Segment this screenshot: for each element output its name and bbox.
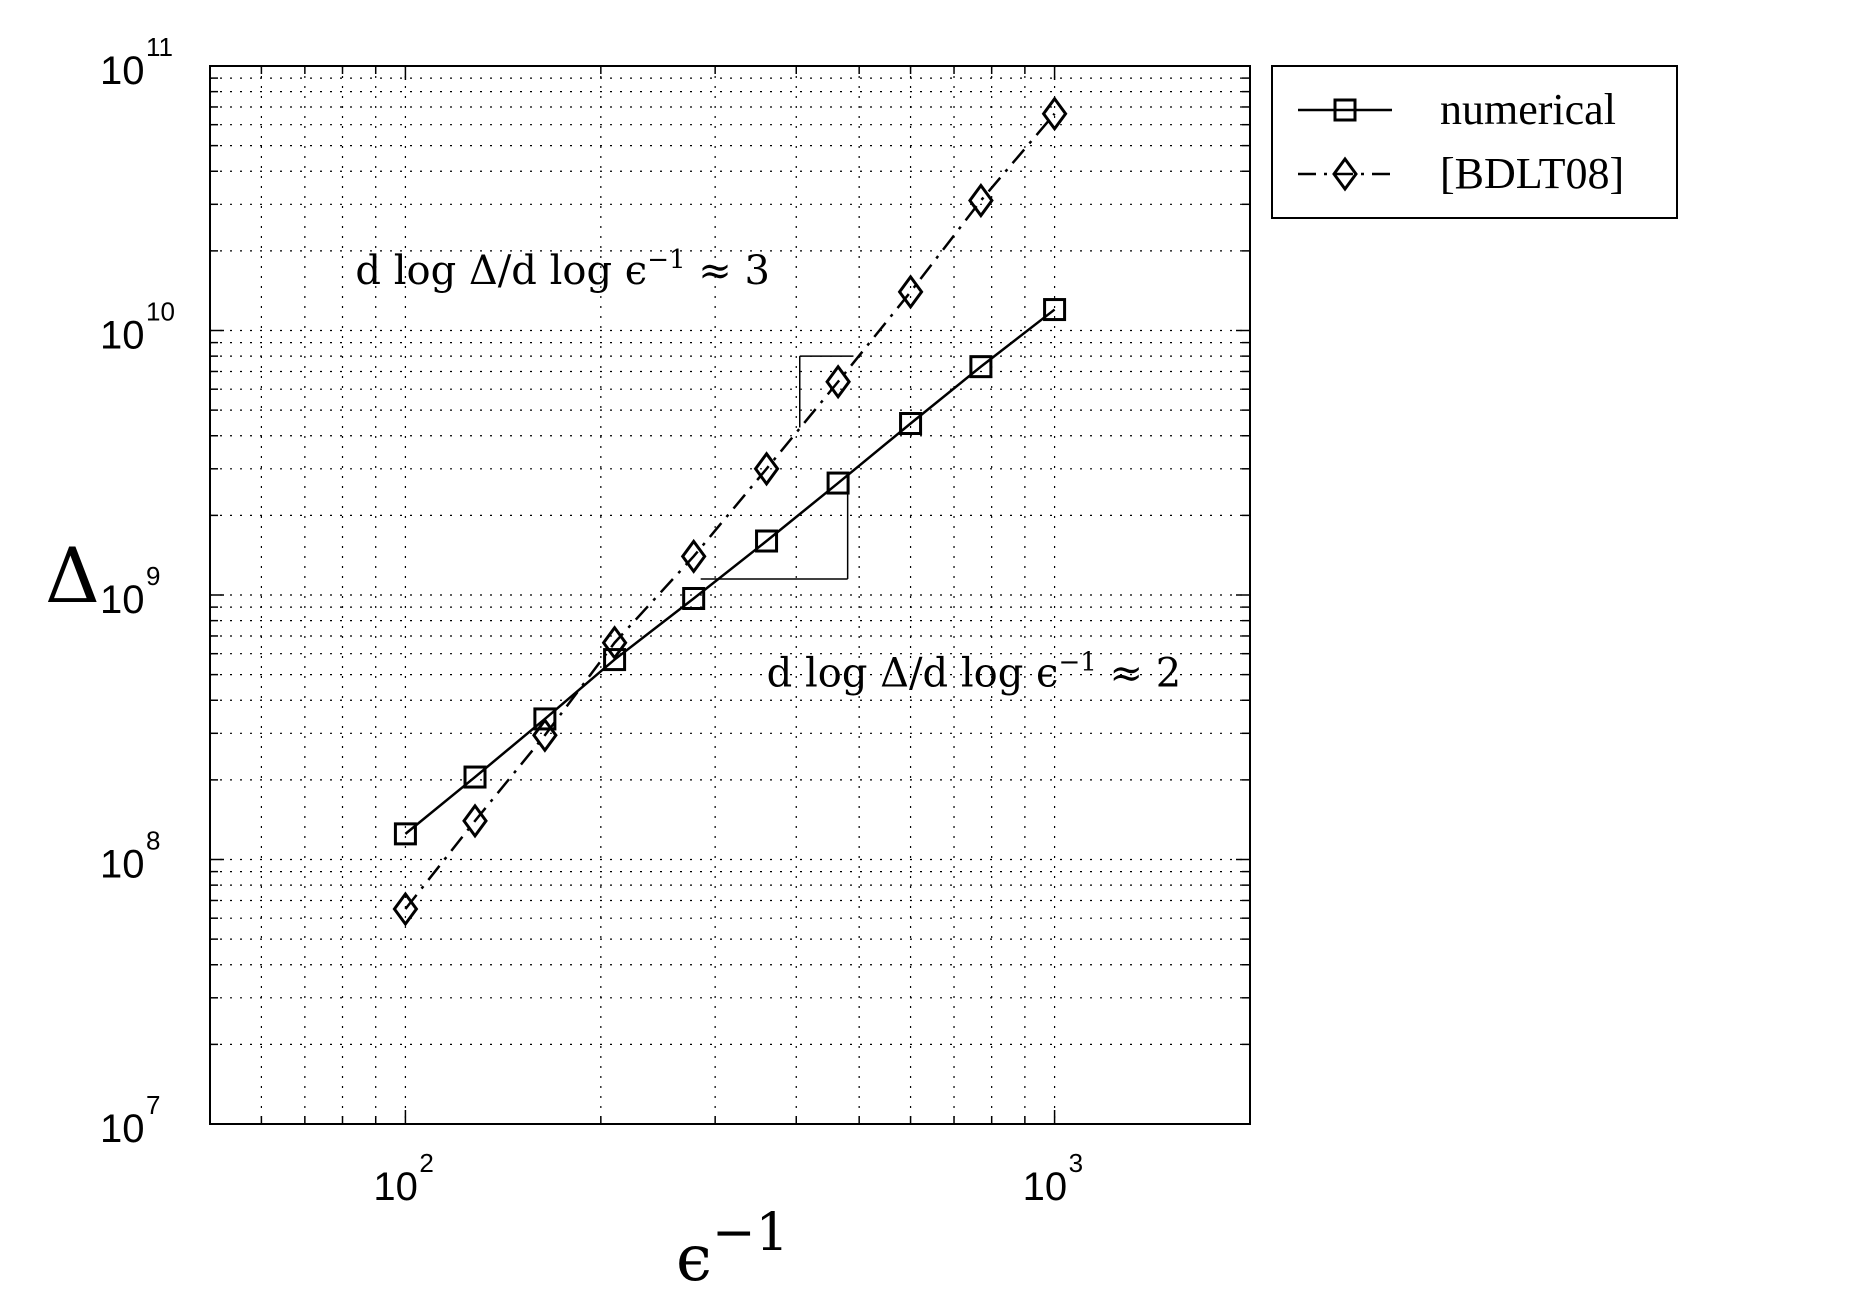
y-tick-label-exponent: 9 (146, 561, 160, 591)
y-tick-label: 10 (100, 843, 145, 887)
x-tick-label: 10 (373, 1165, 418, 1209)
data-point (897, 274, 924, 310)
data-point (532, 717, 558, 753)
data-point (392, 891, 419, 927)
data-point (533, 707, 557, 731)
data-point (680, 538, 707, 574)
series-numerical (393, 298, 1067, 846)
legend-swatch-marker (1333, 98, 1357, 122)
legend-label: [BDLT08] (1440, 149, 1624, 198)
series-bdlt08 (392, 96, 1068, 927)
legend-box (1271, 65, 1678, 219)
data-point (603, 648, 627, 672)
x-axis-label-exponent: −1 (712, 1203, 789, 1263)
y-axis-label: Δ (45, 531, 100, 620)
y-tick-label: 10 (100, 314, 145, 358)
data-point (1043, 298, 1067, 322)
series-line (404, 112, 1056, 910)
y-tick-label: 10 (100, 49, 145, 93)
slope-triangles (700, 355, 854, 580)
legend-label: numerical (1440, 85, 1616, 134)
legend-swatch-marker (1332, 156, 1358, 192)
y-tick-label: 10 (100, 578, 145, 622)
data-point (1041, 96, 1068, 132)
legend-entries: numerical [BDLT08] (1298, 85, 1624, 198)
data-point (601, 625, 628, 661)
slope-annotation: d log Δ/d log ϵ−1 ≈ 3 (355, 245, 770, 294)
grid-lines (209, 65, 1251, 1125)
data-point (393, 822, 417, 846)
legend: numerical [BDLT08] (1271, 65, 1678, 219)
y-tick-label-exponent: 10 (146, 297, 175, 327)
series-line (404, 308, 1056, 835)
data-point (968, 182, 994, 219)
slope-annotation: d log Δ/d log ϵ−1 ≈ 2 (767, 648, 1182, 697)
x-tick-label: 10 (1023, 1165, 1067, 1209)
data-point (755, 529, 779, 553)
x-tick-label-exponent: 3 (1069, 1148, 1083, 1178)
data-point (826, 471, 850, 495)
data-point (682, 586, 706, 610)
data-point (969, 355, 993, 379)
y-tick-label: 10 (100, 1107, 145, 1151)
x-axis-label-text: ϵ (676, 1222, 712, 1296)
data-point (899, 412, 923, 436)
x-axis-label: ϵ −1 (676, 1203, 789, 1296)
y-tick-label-exponent: 11 (146, 32, 173, 62)
data-point (825, 364, 851, 400)
data-point (753, 451, 780, 487)
data-point (462, 803, 488, 839)
y-tick-label-exponent: 7 (146, 1090, 160, 1120)
annotations: d log Δ/d log ϵ−1 ≈ 3 d log Δ/d log ϵ−1 ≈… (355, 245, 1181, 697)
x-tick-label-exponent: 2 (419, 1148, 433, 1178)
data-point (463, 765, 487, 789)
y-tick-label-exponent: 8 (146, 826, 160, 856)
y-axis-label-text: Δ (45, 531, 100, 620)
plot-series (392, 96, 1068, 927)
